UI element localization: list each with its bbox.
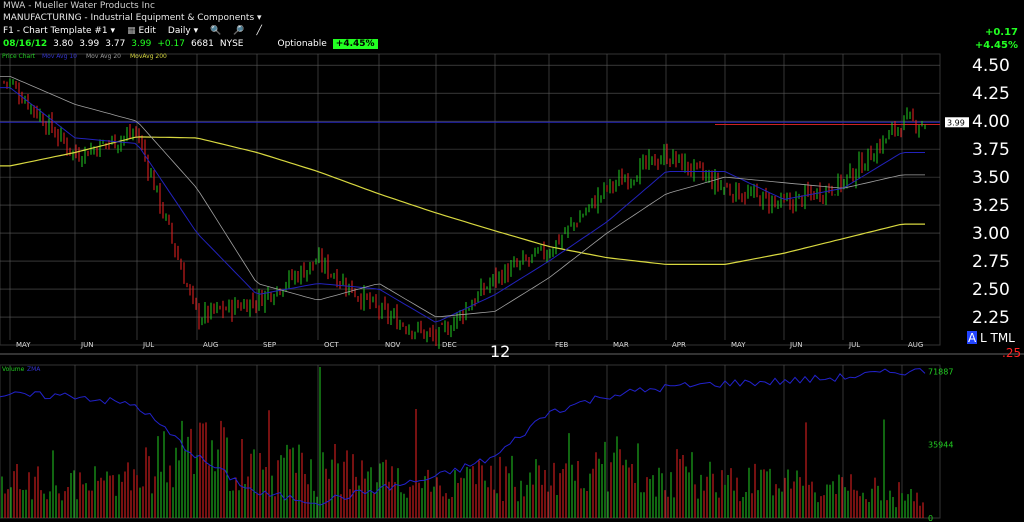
right-change: +0.17 bbox=[984, 27, 1018, 38]
toolbar: F1 - Chart Template #1 ▾ ▦ Edit Daily ▾ … bbox=[3, 26, 262, 36]
x-tick-label: JUL bbox=[848, 341, 860, 349]
sector-label: MANUFACTURING - Industrial Equipment & C… bbox=[3, 13, 255, 23]
x-tick-label: FEB bbox=[555, 341, 568, 349]
period-label: Daily bbox=[167, 26, 191, 36]
edit-label: Edit bbox=[138, 26, 156, 36]
x-tick-label: OCT bbox=[324, 341, 339, 349]
x-tick-label: MAY bbox=[16, 341, 31, 349]
quote-date: 08/16/12 bbox=[3, 39, 48, 49]
a-badge-bg bbox=[967, 331, 977, 344]
x-tick-label: MAY bbox=[731, 341, 746, 349]
a-badge: A bbox=[968, 331, 977, 345]
volume-y-tick: 0 bbox=[928, 514, 933, 522]
legend-volume: Volume bbox=[2, 366, 25, 373]
chevron-down-icon: ▾ bbox=[110, 26, 116, 36]
quote-exchange: NYSE bbox=[219, 39, 244, 49]
ma-20-line bbox=[0, 87, 925, 323]
x-tick-label: APR bbox=[672, 341, 686, 349]
price-tag: 3.99 bbox=[947, 118, 965, 127]
y-tick-label: 3.25 bbox=[972, 196, 1010, 216]
zoom-out-icon[interactable]: 🔎 bbox=[233, 26, 245, 36]
y-tick-label: 4.25 bbox=[972, 84, 1010, 104]
chevron-down-icon: ▾ bbox=[193, 26, 199, 36]
y-tick-label: 2.25 bbox=[972, 308, 1010, 328]
zoom-in-icon[interactable]: 🔍 bbox=[210, 26, 222, 36]
ma-200-line bbox=[0, 136, 925, 265]
right-change-box: +0.17 +4.45% bbox=[975, 26, 1018, 52]
sector-line[interactable]: MANUFACTURING - Industrial Equipment & C… bbox=[3, 13, 262, 23]
template-label: F1 - Chart Template #1 bbox=[3, 26, 108, 36]
x-tick-label: DEC bbox=[442, 341, 457, 349]
pct-change-badge: +4.45% bbox=[332, 39, 378, 49]
volume-y-tick: 35944 bbox=[928, 441, 953, 450]
legend-ma200: MovAvg 200 bbox=[130, 53, 167, 60]
edit-button[interactable]: ▦ Edit bbox=[127, 26, 156, 36]
symbol-title: MWA - Mueller Water Products Inc bbox=[3, 1, 155, 11]
x-tick-label: JUN bbox=[80, 341, 93, 349]
toolbar-icon: ▦ bbox=[127, 26, 136, 36]
x-tick-label: AUG bbox=[908, 341, 923, 349]
y-tick-label: 2.50 bbox=[972, 280, 1010, 300]
y-tick-label: 4.00 bbox=[972, 112, 1010, 132]
ma-10-line bbox=[0, 76, 925, 318]
quote-line: 08/16/12 3.80 3.99 3.77 3.99 +0.17 6681 … bbox=[3, 39, 378, 49]
y-tick-label: 3.75 bbox=[972, 140, 1010, 160]
legend-price: Price Chart bbox=[2, 53, 36, 60]
quote-change: +0.17 bbox=[157, 39, 185, 49]
optionable-label: Optionable bbox=[277, 39, 327, 49]
year-label: 12 bbox=[490, 342, 510, 361]
volume-y-tick: 71887 bbox=[928, 367, 953, 376]
period-selector[interactable]: Daily ▾ bbox=[168, 26, 198, 36]
y-tick-label: 3.50 bbox=[972, 168, 1010, 188]
volume-avg-line bbox=[0, 368, 926, 506]
x-tick-label: AUG bbox=[203, 341, 218, 349]
y-tick-label: 2.75 bbox=[972, 252, 1010, 272]
legend-zma: ZMA bbox=[27, 366, 41, 373]
legend-ma10: Mov Avg 10 bbox=[42, 53, 77, 60]
price-panel-border bbox=[0, 53, 941, 346]
x-tick-label: NOV bbox=[385, 341, 401, 349]
price-tag-box bbox=[945, 117, 969, 128]
chart-header: MWA - Mueller Water Products Inc MANUFAC… bbox=[0, 0, 1024, 52]
quote-open: 3.80 bbox=[53, 39, 74, 49]
y-tick-label: 4.50 bbox=[972, 56, 1010, 76]
quote-high: 3.99 bbox=[79, 39, 100, 49]
x-tick-label: MAR bbox=[613, 341, 629, 349]
quote-close: 3.99 bbox=[131, 39, 152, 49]
x-tick-label: SEP bbox=[263, 341, 276, 349]
legend-ma20: Mov Avg 20 bbox=[86, 53, 121, 60]
quote-low: 3.77 bbox=[105, 39, 126, 49]
chevron-down-icon[interactable]: ▾ bbox=[257, 13, 262, 23]
x-tick-label: JUL bbox=[142, 341, 154, 349]
draw-line-icon[interactable]: ╱ bbox=[256, 26, 262, 36]
right-pct: +4.45% bbox=[974, 40, 1018, 51]
y-tick-label: 3.00 bbox=[972, 224, 1010, 244]
x-tick-label: JUN bbox=[789, 341, 802, 349]
template-selector[interactable]: F1 - Chart Template #1 ▾ bbox=[3, 26, 115, 36]
tml-label: L TML bbox=[980, 331, 1015, 345]
quote-volume: 6681 bbox=[190, 39, 214, 49]
tml-value: .25 bbox=[1002, 346, 1021, 360]
